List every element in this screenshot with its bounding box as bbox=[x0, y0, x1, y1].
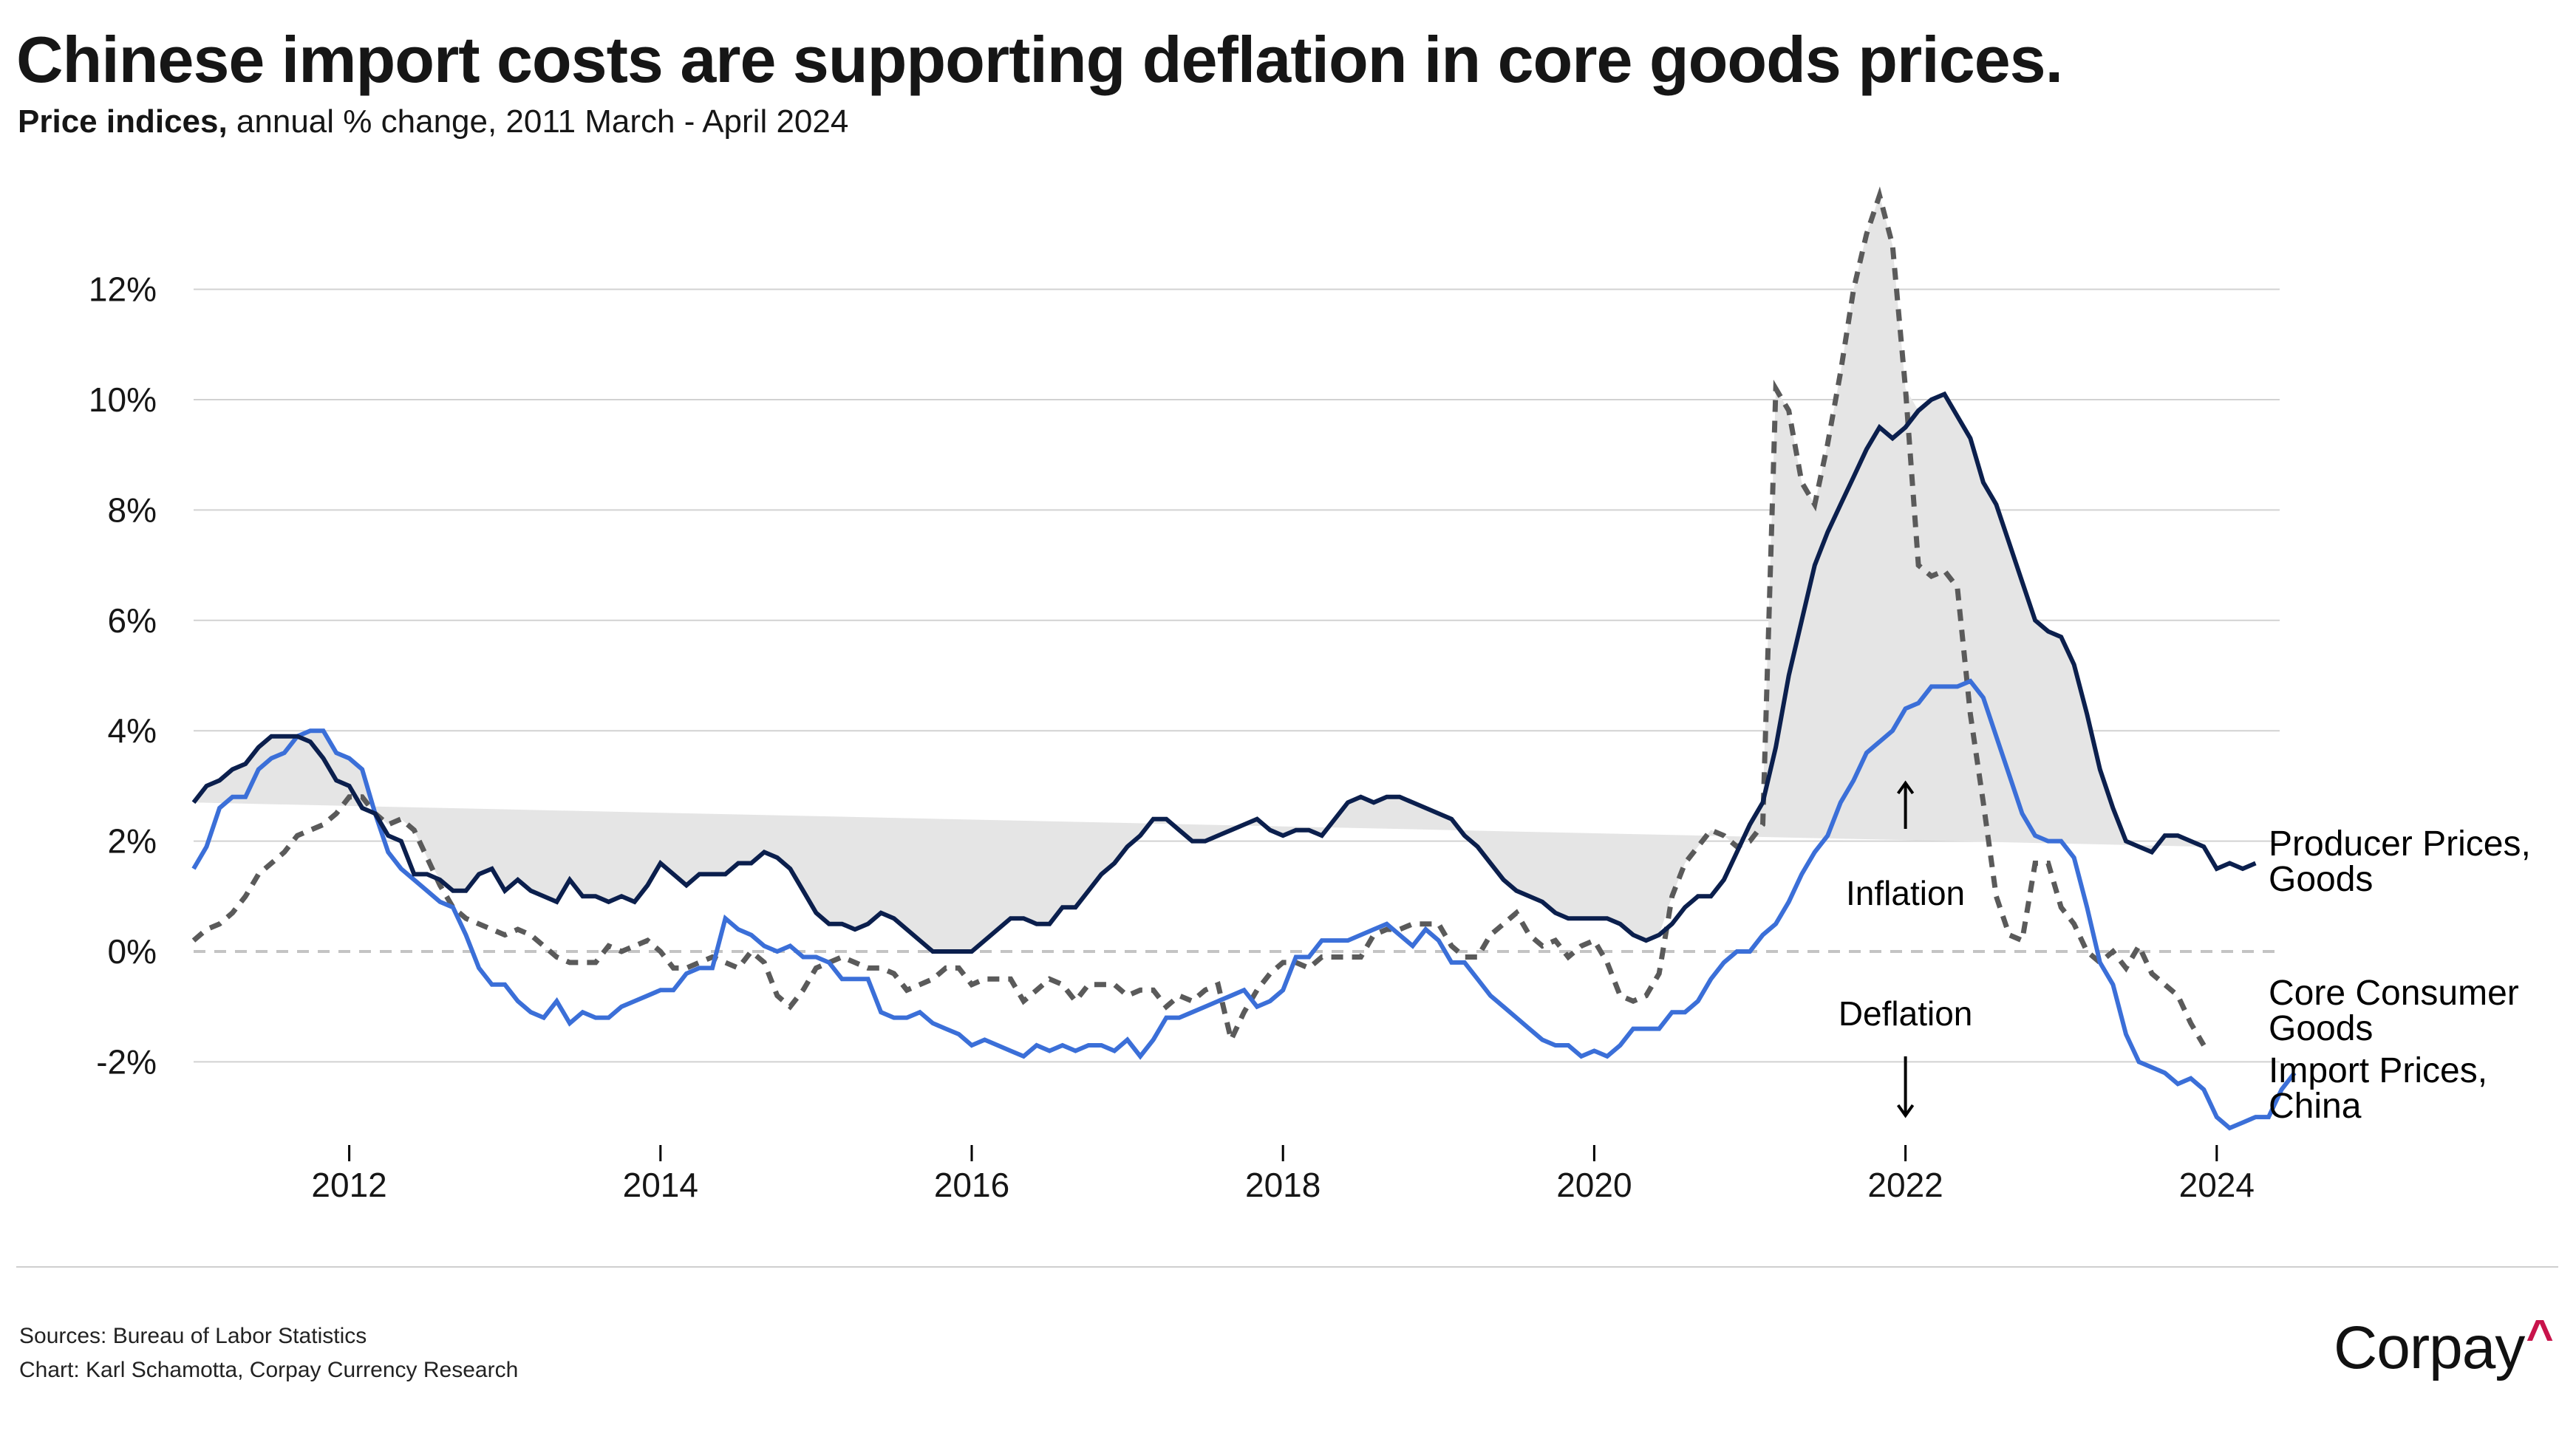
subtitle-bold: Price indices, bbox=[18, 103, 228, 140]
series-line-producer-prices-goods bbox=[191, 391, 2257, 954]
series-label: China bbox=[2269, 1087, 2362, 1126]
chart-subtitle: Price indices, annual % change, 2011 Mar… bbox=[18, 103, 848, 140]
line-chart: -2% 0% 2% 4% 6% 8% 10% 12% 2012 2014 2016 2018 2020… bbox=[89, 186, 2531, 1204]
y-tick-label: 10% bbox=[89, 380, 157, 419]
x-axis: 2012 2014 2016 2018 2020 2022 2024 bbox=[311, 1145, 2255, 1204]
sources-text: Sources: Bureau of Labor Statistics bbox=[19, 1324, 367, 1348]
chart-title: Chinese import costs are supporting defl… bbox=[16, 23, 2063, 96]
annotation-deflation: Deflation bbox=[1839, 994, 1973, 1033]
y-tick-label: -2% bbox=[96, 1042, 157, 1081]
x-tick-label: 2022 bbox=[1867, 1166, 1943, 1204]
y-tick-label: 4% bbox=[108, 711, 157, 750]
arrow-down-head-icon bbox=[1896, 1104, 1915, 1118]
credit-text: Chart: Karl Schamotta, Corpay Currency R… bbox=[19, 1358, 519, 1382]
y-tick-label: 8% bbox=[108, 491, 157, 529]
series-label: Core Consumer bbox=[2269, 974, 2519, 1013]
y-axis: -2% 0% 2% 4% 6% 8% 10% 12% bbox=[89, 270, 157, 1082]
y-tick-label: 0% bbox=[108, 932, 157, 971]
x-tick-label: 2016 bbox=[934, 1166, 1009, 1204]
x-tick-label: 2014 bbox=[623, 1166, 698, 1204]
series-label: Import Prices, bbox=[2269, 1051, 2487, 1090]
logo-caret-icon: ^ bbox=[2526, 1310, 2553, 1363]
series-label: Goods bbox=[2269, 1009, 2373, 1048]
series-line-core-consumer-goods bbox=[191, 186, 2207, 1048]
y-tick-label: 12% bbox=[89, 270, 157, 309]
annotation-inflation: Inflation bbox=[1846, 874, 1965, 912]
y-tick-label: 6% bbox=[108, 601, 157, 640]
subtitle-rest: annual % change, 2011 March - April 2024 bbox=[227, 103, 849, 140]
corpay-logo: Corpay^ bbox=[2334, 1310, 2554, 1383]
y-tick-label: 2% bbox=[108, 822, 157, 861]
x-tick-label: 2024 bbox=[2179, 1166, 2255, 1204]
x-tick-label: 2018 bbox=[1245, 1166, 1321, 1204]
annotations: Inflation Deflation bbox=[1839, 780, 1973, 1118]
series-lines bbox=[191, 186, 2297, 1131]
arrow-up-head-icon bbox=[1896, 780, 1915, 795]
x-tick-label: 2020 bbox=[1556, 1166, 1632, 1204]
footer-sources: Sources: Bureau of Labor Statistics Char… bbox=[19, 1319, 518, 1387]
shaded-band bbox=[194, 195, 2204, 951]
footer-divider bbox=[16, 1266, 2558, 1268]
series-label: Producer Prices, bbox=[2269, 824, 2531, 864]
series-label: Goods bbox=[2269, 860, 2373, 899]
x-tick-label: 2012 bbox=[311, 1166, 386, 1204]
series-line-import-prices-china bbox=[191, 678, 2297, 1131]
logo-text: Corpay bbox=[2334, 1314, 2525, 1381]
